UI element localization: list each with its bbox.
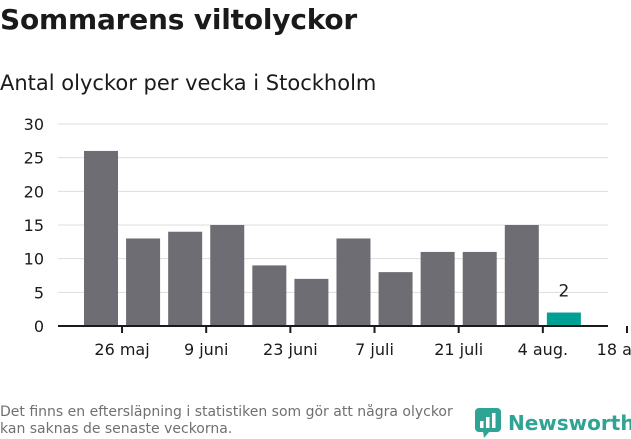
chart-bubble-icon <box>475 408 501 438</box>
bar <box>462 251 497 326</box>
x-tick-label: 9 juni <box>184 340 228 359</box>
axes <box>58 325 628 333</box>
y-tick-label: 15 <box>24 216 44 235</box>
y-tick-label: 20 <box>24 182 44 201</box>
x-tick-label: 23 juni <box>263 340 318 359</box>
bar <box>504 225 539 326</box>
bars <box>84 150 581 326</box>
chart-subtitle: Antal olyckor per vecka i Stockholm <box>0 71 377 95</box>
bar <box>252 265 287 326</box>
data-label: 2 <box>558 282 569 302</box>
bar <box>294 278 329 326</box>
x-tick-label: 21 juli <box>434 340 483 359</box>
y-tick-label: 30 <box>24 115 44 134</box>
bar <box>336 238 371 326</box>
bar <box>420 251 455 326</box>
brand-name: Newsworthy <box>508 411 631 435</box>
chart-title: Sommarens viltolyckor <box>0 3 358 36</box>
bar-chart: 0 5 10 15 20 25 30 2 26 maj 9 juni 23 juni 7 juli 21… <box>24 115 631 359</box>
bar <box>168 231 203 326</box>
x-tick-label: 4 aug. <box>518 340 568 359</box>
footnote: Det finns en eftersläpning i statistiken… <box>0 404 453 437</box>
x-tick-label: 7 juli <box>355 340 394 359</box>
x-tick-label: 18 aug. <box>597 340 631 359</box>
y-tick-label: 0 <box>34 317 44 336</box>
bar <box>84 150 118 326</box>
y-tick-label: 25 <box>24 149 44 168</box>
tick-labels: 0 5 10 15 20 25 30 2 26 maj 9 juni 23 juni 7 juli 21… <box>24 115 631 359</box>
bar <box>546 312 581 326</box>
newsworthy-logo: Newsworthy <box>475 408 631 438</box>
bar <box>210 225 245 326</box>
bar <box>126 238 161 326</box>
bar <box>378 272 413 326</box>
x-tick-label: 26 maj <box>94 340 149 359</box>
y-tick-label: 10 <box>24 250 44 269</box>
y-tick-label: 5 <box>34 283 44 302</box>
